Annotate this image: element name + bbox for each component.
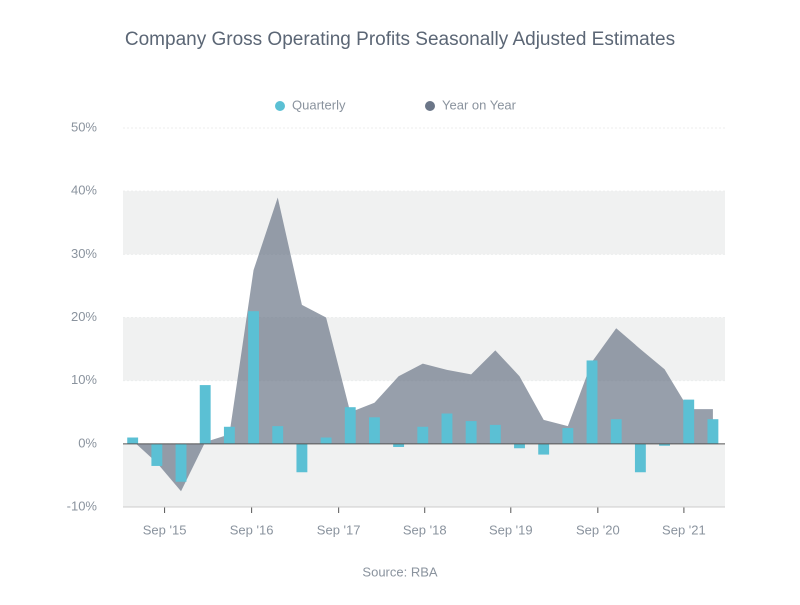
bar [248, 311, 259, 444]
bar [441, 413, 453, 444]
bar [393, 443, 405, 447]
y-tick-label: -10% [67, 498, 98, 513]
bar [417, 426, 429, 444]
bar [659, 443, 670, 446]
bar [538, 443, 550, 455]
bar [610, 419, 622, 444]
x-tick-label: Sep '19 [489, 522, 533, 537]
x-tick-label: Sep '21 [662, 522, 706, 537]
bar [151, 443, 163, 466]
bar [634, 443, 646, 473]
legend-marker [425, 101, 435, 111]
bar [707, 419, 719, 444]
bar [562, 428, 574, 444]
bar [344, 407, 356, 444]
x-tick-label: Sep '15 [143, 522, 187, 537]
bar [683, 399, 695, 444]
bar [199, 385, 211, 444]
y-tick-label: 30% [71, 246, 97, 261]
bar [465, 421, 477, 444]
x-tick-label: Sep '16 [230, 522, 274, 537]
legend-label: Year on Year [442, 97, 517, 112]
bar [489, 424, 501, 444]
bar [223, 426, 235, 444]
y-tick-label: 50% [71, 119, 97, 134]
y-tick-label: 40% [71, 183, 97, 198]
bar [175, 443, 187, 482]
source: Source: RBA [362, 564, 437, 579]
area [132, 197, 713, 492]
y-tick-label: 20% [71, 309, 97, 324]
y-tick-label: 0% [78, 435, 97, 450]
bar [320, 437, 332, 444]
grid-band [123, 191, 725, 255]
grid-band [123, 443, 725, 507]
x-tick-label: Sep '18 [403, 522, 447, 537]
chart-title: Company Gross Operating Profits Seasonal… [125, 29, 675, 50]
bar [368, 417, 380, 444]
bar [514, 443, 525, 449]
x-tick-label: Sep '20 [576, 522, 620, 537]
legend-label: Quarterly [292, 97, 346, 112]
bar [272, 426, 284, 444]
legend-marker [275, 101, 285, 111]
bar [127, 437, 139, 444]
y-tick-label: 10% [71, 372, 97, 387]
bar [296, 443, 308, 473]
x-tick-label: Sep '17 [317, 522, 361, 537]
bar [586, 360, 598, 444]
